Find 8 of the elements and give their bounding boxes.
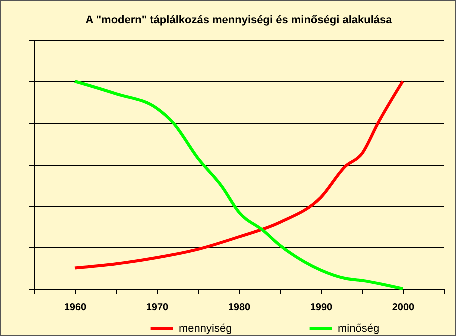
- x-tick-label: 1970: [146, 302, 170, 314]
- x-tick-label: 1980: [228, 302, 252, 314]
- legend-label: minőség: [338, 323, 380, 335]
- x-tick-label: 1990: [310, 302, 334, 314]
- x-tick-label: 2000: [392, 302, 416, 314]
- chart-title: A "modern" táplálkozás mennyiségi és minőségi alakulása: [86, 14, 394, 26]
- legend-label: mennyiség: [179, 323, 232, 335]
- x-tick-label: 1960: [64, 302, 88, 314]
